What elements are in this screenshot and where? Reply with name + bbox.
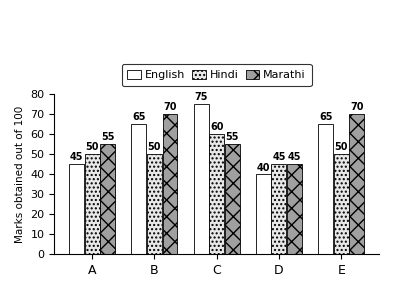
Text: 70: 70 bbox=[163, 102, 177, 112]
Bar bbox=[287, 164, 302, 254]
Bar bbox=[349, 114, 364, 254]
Bar bbox=[209, 134, 224, 254]
Bar bbox=[132, 124, 146, 254]
Text: 50: 50 bbox=[335, 142, 348, 152]
Text: 70: 70 bbox=[350, 102, 364, 112]
Bar bbox=[194, 104, 208, 254]
Bar bbox=[163, 114, 177, 254]
Text: 50: 50 bbox=[148, 142, 161, 152]
Text: 65: 65 bbox=[319, 112, 333, 122]
Bar bbox=[100, 144, 115, 254]
Bar bbox=[147, 154, 162, 254]
Text: 60: 60 bbox=[210, 122, 223, 133]
Bar bbox=[225, 144, 240, 254]
Bar bbox=[85, 154, 100, 254]
Text: 40: 40 bbox=[256, 163, 270, 173]
Text: 50: 50 bbox=[85, 142, 99, 152]
Bar bbox=[256, 174, 271, 254]
Text: 55: 55 bbox=[225, 133, 239, 142]
Text: 45: 45 bbox=[70, 152, 84, 162]
Text: 75: 75 bbox=[194, 92, 208, 102]
Legend: English, Hindi, Marathi: English, Hindi, Marathi bbox=[122, 64, 312, 86]
Text: 45: 45 bbox=[272, 152, 286, 162]
Bar bbox=[69, 164, 84, 254]
Y-axis label: Marks obtained out of 100: Marks obtained out of 100 bbox=[15, 105, 25, 243]
Bar bbox=[334, 154, 349, 254]
Text: 65: 65 bbox=[132, 112, 146, 122]
Text: 55: 55 bbox=[101, 133, 115, 142]
Text: 45: 45 bbox=[288, 152, 301, 162]
Bar bbox=[271, 164, 286, 254]
Bar bbox=[318, 124, 333, 254]
